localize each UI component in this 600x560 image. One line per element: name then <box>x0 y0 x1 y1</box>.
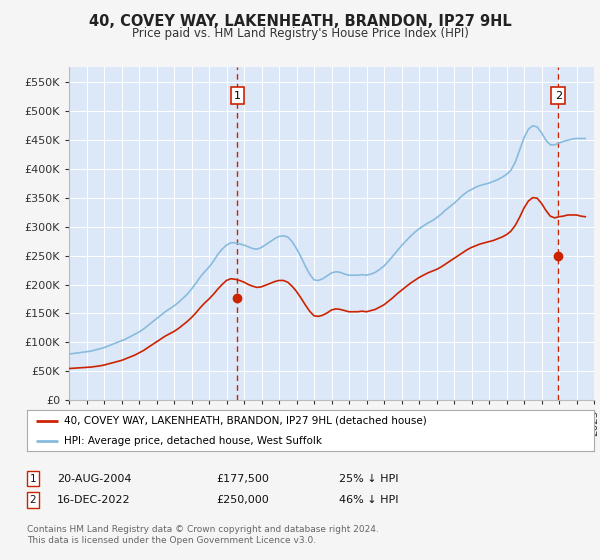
Text: 2: 2 <box>555 91 562 101</box>
Text: 40, COVEY WAY, LAKENHEATH, BRANDON, IP27 9HL (detached house): 40, COVEY WAY, LAKENHEATH, BRANDON, IP27… <box>64 416 427 426</box>
Text: 1: 1 <box>29 474 37 484</box>
Text: 16-DEC-2022: 16-DEC-2022 <box>57 495 131 505</box>
Text: Price paid vs. HM Land Registry's House Price Index (HPI): Price paid vs. HM Land Registry's House … <box>131 27 469 40</box>
Text: £250,000: £250,000 <box>216 495 269 505</box>
Text: £177,500: £177,500 <box>216 474 269 484</box>
Text: 25% ↓ HPI: 25% ↓ HPI <box>339 474 398 484</box>
Text: 20-AUG-2004: 20-AUG-2004 <box>57 474 131 484</box>
Text: HPI: Average price, detached house, West Suffolk: HPI: Average price, detached house, West… <box>64 436 322 446</box>
Text: 40, COVEY WAY, LAKENHEATH, BRANDON, IP27 9HL: 40, COVEY WAY, LAKENHEATH, BRANDON, IP27… <box>89 14 511 29</box>
Text: Contains HM Land Registry data © Crown copyright and database right 2024.
This d: Contains HM Land Registry data © Crown c… <box>27 525 379 545</box>
Text: 1: 1 <box>234 91 241 101</box>
Text: 46% ↓ HPI: 46% ↓ HPI <box>339 495 398 505</box>
Text: 2: 2 <box>29 495 37 505</box>
